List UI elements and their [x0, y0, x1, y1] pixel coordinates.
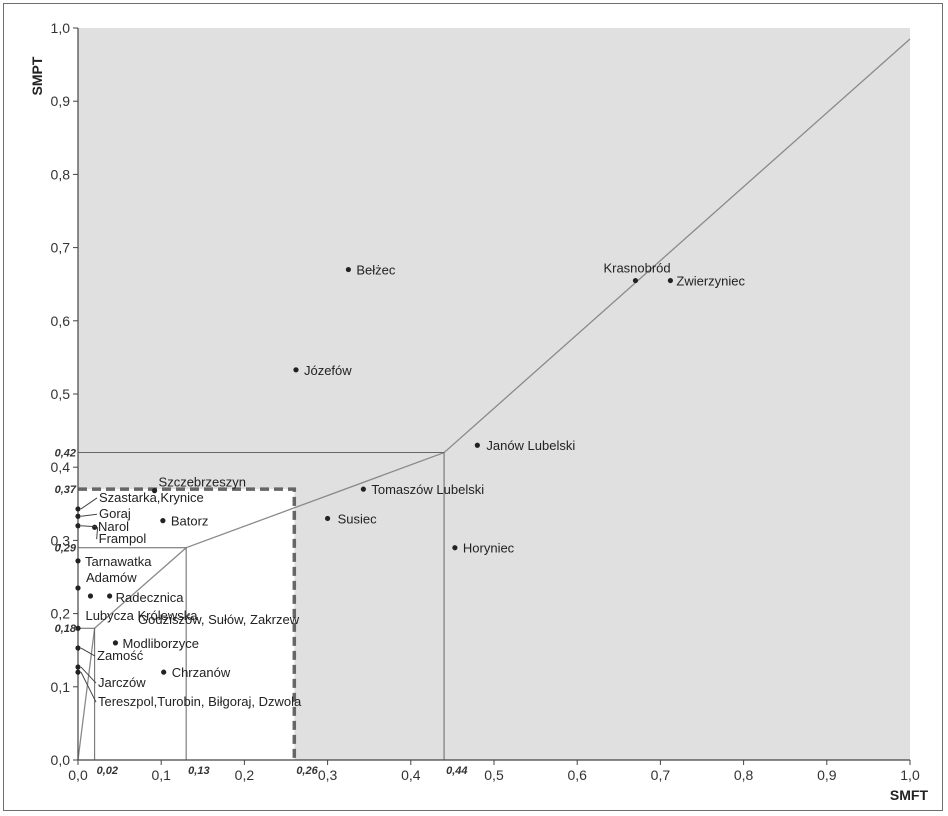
x-tick-label: 0,7 — [651, 767, 671, 783]
label-leader-line — [96, 527, 99, 540]
x-tick-label: 0,4 — [401, 767, 421, 783]
point-label-be-ec: Bełżec — [356, 263, 396, 278]
y-tick-label: 0,5 — [51, 386, 71, 402]
point-narol — [75, 523, 81, 529]
threshold-label-y: 0,42 — [55, 448, 76, 460]
boundary-line — [77, 38, 911, 761]
y-tick-label: 0,4 — [51, 459, 71, 475]
label-leader-line — [80, 525, 97, 528]
y-tick-label: 0,9 — [51, 93, 71, 109]
point-label-horyniec: Horyniec — [463, 541, 515, 556]
point-label-batorz: Batorz — [171, 514, 209, 529]
point-label-radecznica: Radecznica — [116, 590, 185, 605]
y-tick-label: 0,7 — [51, 240, 71, 256]
point-label-lubycza-kr-lewska: Lubycza Królewska — [85, 608, 198, 623]
y-tick-label: 0,3 — [51, 532, 71, 548]
point-label-narol: Narol — [98, 519, 129, 534]
point-jarcz-w — [75, 664, 81, 670]
point-label-szczebrzeszyn: Szczebrzeszyn — [159, 475, 246, 490]
point-label-goraj: Goraj — [99, 506, 131, 521]
point-zamo — [75, 645, 81, 651]
point-label-jarcz-w: Jarczów — [98, 675, 146, 690]
point-tomasz-w-lubelski — [360, 486, 366, 492]
chart-frame — [3, 3, 943, 811]
label-leader-line — [80, 647, 96, 657]
point-batorz — [160, 518, 166, 524]
point-be-ec — [345, 266, 351, 273]
point-tereszpol-turobin-bi-goraj-dzwola — [75, 669, 81, 675]
point-krasnobr-d — [632, 277, 639, 284]
point-label-chrzan-w: Chrzanów — [172, 665, 231, 680]
label-leader-line — [80, 513, 98, 517]
x-tick-label: 0,0 — [68, 767, 88, 783]
threshold-label-x: 0,26 — [296, 765, 318, 777]
point-chrzan-w — [161, 669, 167, 675]
point-label-tereszpol-turobin-bi-goraj-dzwola: Tereszpol,Turobin, Biłgoraj, Dzwola — [98, 694, 302, 709]
y-tick-label: 0,8 — [51, 166, 71, 182]
label-leader-line — [80, 666, 97, 684]
threshold-label-y: 0,29 — [55, 543, 77, 555]
point-label-frampol: Frampol — [99, 531, 147, 546]
point-modliborzyce — [112, 640, 119, 646]
dashed-boundary — [78, 487, 297, 760]
point-j-zef-w — [293, 367, 299, 373]
y-tick-label: 0,1 — [51, 679, 71, 695]
point-szastarka-krynice — [75, 506, 81, 512]
point-frampol — [92, 524, 98, 530]
point-godzisz-w-su-w-zakrzew — [75, 625, 81, 631]
x-tick-label: 0,9 — [817, 767, 837, 783]
label-leader-line — [80, 497, 98, 510]
point-label-zamo: Zamość — [97, 648, 144, 663]
point-label-adam-w: Adamów — [86, 570, 137, 585]
point-lubycza-kr-lewska — [87, 593, 94, 599]
threshold-label-x: 0,13 — [188, 765, 209, 777]
point-szczebrzeszyn — [151, 488, 158, 494]
y-axis-title: SMPT — [29, 56, 45, 95]
y-tick-label: 0,2 — [51, 606, 71, 622]
y-tick-label: 0,6 — [51, 313, 71, 329]
x-tick-label: 1,0 — [900, 767, 920, 783]
point-susiec — [325, 515, 331, 522]
point-label-tarnawatka: Tarnawatka — [85, 554, 152, 569]
point-adam-w — [75, 585, 81, 591]
threshold-label-x: 0,44 — [446, 765, 467, 777]
point-horyniec — [452, 545, 458, 551]
point-label-susiec: Susiec — [338, 511, 378, 526]
point-label-jan-w-lubelski: Janów Lubelski — [486, 438, 575, 453]
x-tick-label: 0,3 — [318, 767, 338, 783]
point-radecznica — [107, 593, 113, 599]
x-axis-title: SMFT — [890, 787, 929, 803]
label-leader-line — [80, 671, 97, 703]
point-tarnawatka — [75, 558, 81, 564]
point-label-szastarka-krynice: Szastarka,Krynice — [99, 490, 204, 505]
point-goraj — [75, 513, 81, 519]
point-label-modliborzyce: Modliborzyce — [122, 636, 199, 651]
threshold-label-x: 0,02 — [97, 765, 118, 777]
threshold-label-y: 0,18 — [55, 623, 77, 635]
x-tick-label: 0,5 — [484, 767, 504, 783]
point-label-godzisz-w-su-w-zakrzew: Godziszów, Sułów, Zakrzew — [138, 612, 300, 627]
x-tick-label: 0,8 — [734, 767, 754, 783]
point-label-zwierzyniec: Zwierzyniec — [676, 274, 745, 289]
x-tick-label: 0,1 — [151, 767, 171, 783]
point-label-tomasz-w-lubelski: Tomaszów Lubelski — [371, 482, 484, 497]
point-label-krasnobr-d: Krasnobród — [603, 261, 670, 276]
x-tick-label: 0,2 — [235, 767, 255, 783]
point-label-j-zef-w: Józefów — [304, 363, 352, 378]
y-tick-label: 0,0 — [51, 752, 71, 768]
y-tick-label: 1,0 — [51, 20, 71, 36]
point-zwierzyniec — [667, 277, 673, 284]
threshold-label-y: 0,37 — [55, 484, 77, 496]
x-tick-label: 0,6 — [567, 767, 587, 783]
point-jan-w-lubelski — [474, 442, 480, 448]
